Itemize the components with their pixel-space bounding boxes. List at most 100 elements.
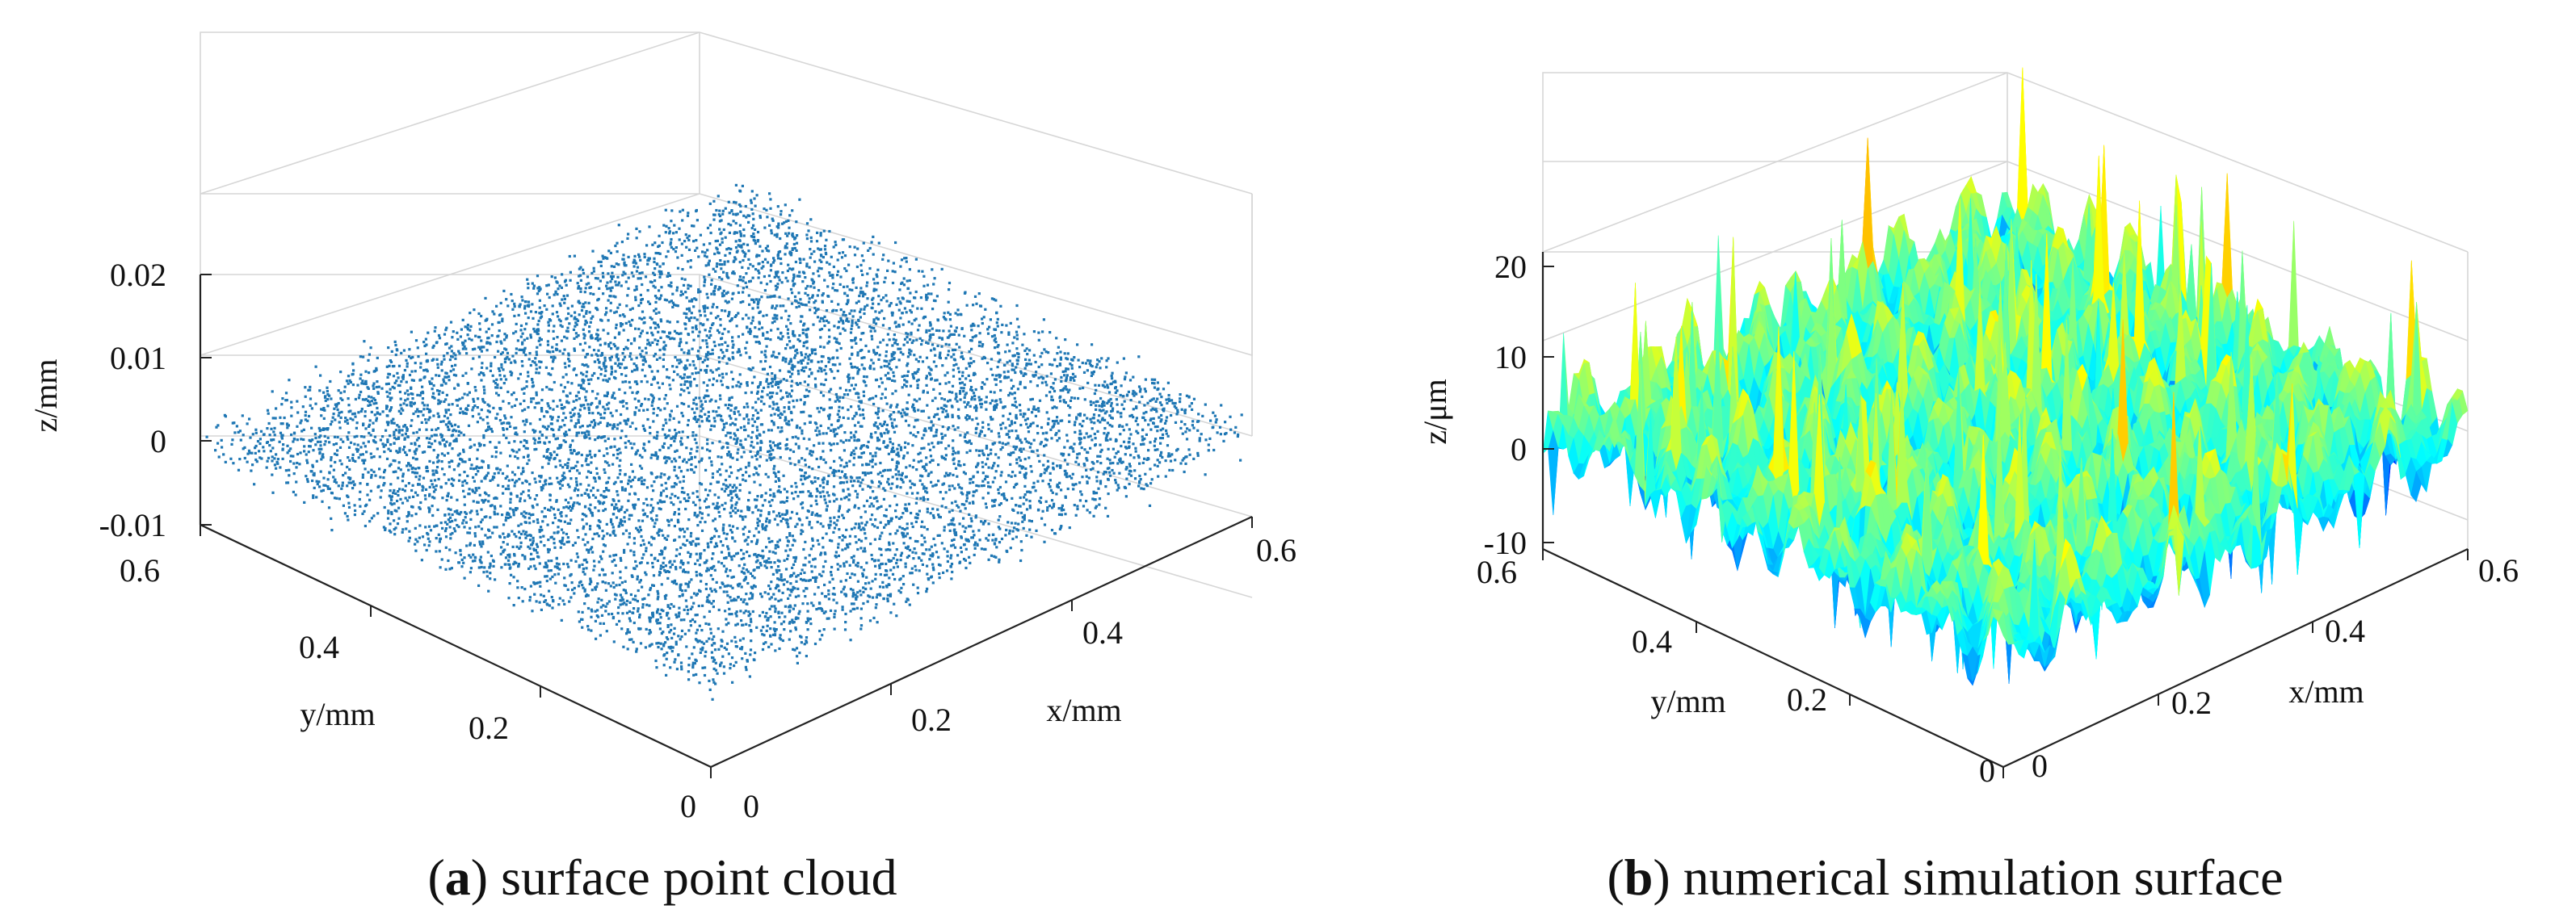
point-cloud-marker: [712, 667, 716, 671]
point-cloud-marker: [859, 400, 863, 404]
point-cloud-marker: [749, 618, 753, 621]
point-cloud-marker: [671, 301, 674, 304]
point-cloud-marker: [333, 407, 336, 410]
point-cloud-marker: [724, 236, 727, 239]
point-cloud-marker: [929, 333, 932, 337]
point-cloud-marker: [715, 505, 718, 508]
point-cloud-marker: [678, 466, 681, 469]
point-cloud-marker: [899, 265, 902, 268]
point-cloud-marker: [526, 278, 529, 281]
point-cloud-marker: [422, 376, 426, 379]
point-cloud-marker: [801, 429, 804, 432]
point-cloud-marker: [704, 622, 708, 626]
point-cloud-marker: [687, 580, 691, 584]
point-cloud-marker: [1005, 324, 1008, 327]
point-cloud-marker: [549, 505, 553, 509]
point-cloud-marker: [271, 455, 274, 459]
point-cloud-marker: [1046, 459, 1049, 463]
point-cloud-marker: [695, 614, 699, 617]
point-cloud-marker: [897, 473, 901, 476]
point-cloud-marker: [877, 241, 880, 245]
point-cloud-marker: [300, 430, 304, 433]
point-cloud-marker: [583, 513, 586, 517]
point-cloud-marker: [365, 451, 368, 454]
point-cloud-marker: [944, 342, 948, 346]
point-cloud-marker: [600, 614, 604, 617]
point-cloud-marker: [1011, 430, 1014, 433]
point-cloud-marker: [387, 421, 390, 424]
point-cloud-marker: [1040, 497, 1043, 500]
point-cloud-marker: [552, 350, 555, 354]
point-cloud-marker: [753, 576, 756, 580]
point-cloud-marker: [999, 388, 1002, 392]
point-cloud-marker: [363, 524, 367, 528]
point-cloud-marker: [942, 408, 945, 411]
point-cloud-marker: [607, 345, 611, 348]
point-cloud-marker: [859, 589, 862, 593]
point-cloud-marker: [471, 348, 475, 351]
point-cloud-marker: [471, 409, 474, 412]
point-cloud-marker: [931, 484, 935, 488]
point-cloud-marker: [874, 310, 877, 313]
point-cloud-marker: [370, 456, 373, 459]
point-cloud-marker: [714, 240, 717, 243]
point-cloud-marker: [965, 451, 969, 455]
point-cloud-marker: [564, 366, 567, 369]
point-cloud-marker: [594, 277, 598, 280]
point-cloud-marker: [934, 396, 937, 400]
point-cloud-marker: [482, 434, 485, 438]
point-cloud-marker: [737, 244, 740, 247]
point-cloud-marker: [847, 438, 851, 442]
point-cloud-marker: [670, 460, 674, 463]
point-cloud-marker: [585, 488, 589, 492]
point-cloud-marker: [1062, 399, 1065, 402]
point-cloud-marker: [603, 501, 606, 504]
point-cloud-marker: [698, 564, 701, 567]
point-cloud-marker: [738, 350, 741, 354]
point-cloud-marker: [895, 425, 898, 428]
point-cloud-marker: [528, 497, 532, 500]
point-cloud-marker: [880, 366, 883, 369]
point-cloud-marker: [652, 420, 655, 423]
point-cloud-marker: [356, 443, 359, 446]
point-cloud-marker: [414, 339, 418, 342]
point-cloud-marker: [515, 535, 518, 539]
point-cloud-marker: [1052, 467, 1055, 471]
point-cloud-marker: [589, 503, 592, 506]
point-cloud-marker: [1070, 363, 1074, 367]
point-cloud-marker: [653, 354, 656, 358]
point-cloud-marker: [691, 330, 695, 333]
point-cloud-marker: [763, 430, 766, 434]
point-cloud-marker: [801, 457, 804, 460]
point-cloud-marker: [411, 484, 414, 487]
point-cloud-marker: [530, 552, 533, 555]
point-cloud-marker: [332, 476, 335, 479]
point-cloud-marker: [741, 446, 744, 449]
point-cloud-marker: [443, 358, 446, 361]
point-cloud-marker: [1065, 388, 1068, 391]
point-cloud-marker: [695, 403, 698, 406]
point-cloud-marker: [695, 371, 698, 375]
point-cloud-marker: [972, 392, 976, 395]
point-cloud-marker: [1055, 406, 1058, 409]
point-cloud-marker: [418, 505, 421, 509]
point-cloud-marker: [704, 264, 708, 267]
point-cloud-marker: [246, 422, 249, 425]
point-cloud-marker: [366, 493, 369, 497]
point-cloud-marker: [659, 564, 662, 568]
point-cloud-marker: [634, 262, 638, 265]
point-cloud-marker: [251, 463, 254, 467]
point-cloud-marker: [586, 625, 590, 628]
point-cloud-marker: [597, 349, 600, 352]
point-cloud-marker: [1068, 475, 1071, 478]
point-cloud-marker: [842, 481, 846, 484]
point-cloud-marker: [590, 546, 594, 549]
point-cloud-marker: [503, 333, 506, 336]
point-cloud-marker: [587, 463, 590, 467]
point-cloud-marker: [981, 449, 984, 452]
point-cloud-marker: [650, 370, 653, 373]
point-cloud-marker: [590, 455, 593, 459]
point-cloud-marker: [655, 296, 658, 300]
point-cloud-marker: [796, 617, 800, 620]
point-cloud-marker: [390, 503, 393, 506]
